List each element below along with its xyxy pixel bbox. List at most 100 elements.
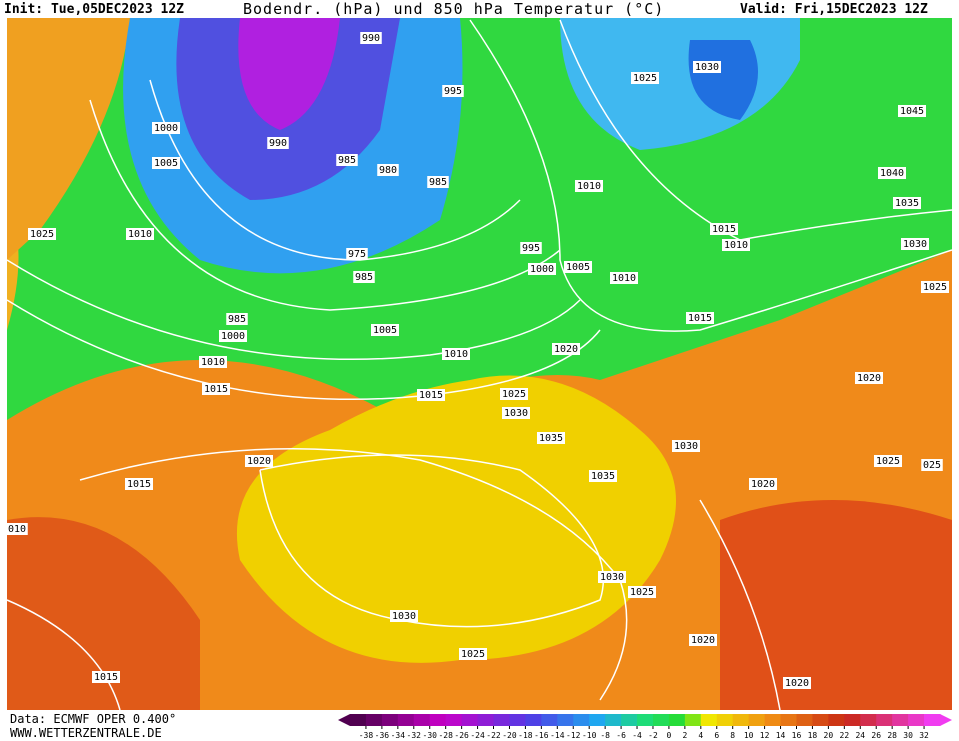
isobar-labels: 990 1000 1005 990 985 980 985 995 1025 1010 975 985… bbox=[7, 32, 949, 689]
data-source: Data: ECMWF OPER 0.400° bbox=[10, 712, 176, 726]
map: 990 1000 1005 990 985 980 985 995 1025 1010 975 985… bbox=[7, 18, 952, 710]
label-box bbox=[125, 478, 153, 490]
scale-swatch bbox=[557, 714, 574, 726]
scale-swatch bbox=[541, 714, 558, 726]
scale-swatch bbox=[732, 714, 750, 726]
map-title: Bodendr. (hPa) und 850 hPa Temperatur (°… bbox=[243, 0, 664, 18]
isobar-label: 985 bbox=[338, 155, 356, 166]
scale-swatch bbox=[445, 714, 463, 726]
isobar-label: 1030 bbox=[674, 441, 698, 452]
label-box bbox=[921, 281, 949, 293]
isobar-label: 025 bbox=[923, 460, 941, 471]
label-box bbox=[226, 313, 248, 325]
label-box bbox=[855, 372, 883, 384]
scale-swatch bbox=[668, 714, 686, 726]
isobar-label: 1040 bbox=[880, 168, 904, 179]
isobar-label: 1045 bbox=[900, 106, 924, 117]
isobar-label: 1020 bbox=[691, 635, 715, 646]
scale-tick-label: 22 bbox=[840, 731, 850, 740]
scale-swatch bbox=[605, 714, 622, 726]
scale-swatch bbox=[589, 714, 606, 726]
isobar-label: 1025 bbox=[30, 229, 54, 240]
scale-swatch bbox=[429, 714, 447, 726]
isobar-label: 1025 bbox=[630, 587, 654, 598]
label-box bbox=[520, 242, 542, 254]
label-box bbox=[346, 248, 368, 260]
scale-tick-label: -20 bbox=[502, 731, 517, 740]
scale-tick-label: -22 bbox=[486, 731, 501, 740]
isobar-label: 995 bbox=[522, 243, 540, 254]
scale-swatch bbox=[397, 714, 415, 726]
scale-swatch bbox=[796, 714, 813, 726]
label-box bbox=[537, 432, 565, 444]
scale-arrow-right bbox=[940, 714, 952, 726]
orange-west bbox=[7, 18, 130, 260]
label-box bbox=[631, 72, 659, 84]
isobar-label: 1010 bbox=[577, 181, 601, 192]
isobar-label: 990 bbox=[269, 138, 287, 149]
label-box bbox=[878, 167, 906, 179]
scale-tick-label: 14 bbox=[776, 731, 786, 740]
label-box bbox=[783, 677, 811, 689]
scale-swatch bbox=[461, 714, 479, 726]
scale-swatch bbox=[828, 714, 845, 726]
blue-east-core bbox=[688, 40, 758, 120]
isobar-label: 1010 bbox=[128, 229, 152, 240]
label-box bbox=[442, 85, 464, 97]
scale-tick-label: -10 bbox=[582, 731, 597, 740]
label-box bbox=[245, 455, 273, 467]
label-box bbox=[427, 176, 449, 188]
isobar-label: 1010 bbox=[201, 357, 225, 368]
scale-swatch bbox=[621, 714, 638, 726]
scale-tick-label: 30 bbox=[903, 731, 913, 740]
isobar-label: 1020 bbox=[857, 373, 881, 384]
scale-tick-label: -32 bbox=[407, 731, 422, 740]
scale-swatch bbox=[812, 714, 829, 726]
isobar-label: 1010 bbox=[724, 240, 748, 251]
scale-swatch bbox=[525, 714, 542, 726]
label-box bbox=[219, 330, 247, 342]
label-box bbox=[126, 228, 154, 240]
init-time: Init: Tue,05DEC2023 12Z bbox=[4, 2, 184, 17]
label-box bbox=[371, 324, 399, 336]
label-box bbox=[901, 238, 929, 250]
scale-tick-label: -18 bbox=[518, 731, 533, 740]
isobar-label: 1030 bbox=[504, 408, 528, 419]
label-box bbox=[722, 239, 750, 251]
label-box bbox=[92, 671, 120, 683]
isobar-label: 1025 bbox=[461, 649, 485, 660]
red-west bbox=[7, 517, 200, 710]
label-box bbox=[152, 122, 180, 134]
isobar-label: 1010 bbox=[612, 273, 636, 284]
scale-swatch bbox=[493, 714, 510, 726]
isobar-label: 010 bbox=[8, 524, 26, 535]
isobar-label: 985 bbox=[228, 314, 246, 325]
isobar-label: 1000 bbox=[154, 123, 178, 134]
isobar-label: 1020 bbox=[785, 678, 809, 689]
label-box bbox=[689, 634, 717, 646]
isobar-label: 995 bbox=[444, 86, 462, 97]
label-box bbox=[589, 470, 617, 482]
color-scale: -38 -36 -34 -32 -30 -28 -26 -24 -22 -20 -18 -16 -14-… bbox=[338, 714, 952, 740]
scale-tick-label: -24 bbox=[470, 731, 485, 740]
scale-tick-label: 32 bbox=[919, 731, 929, 740]
scale-tick-label: -2 bbox=[648, 731, 658, 740]
scale-swatch bbox=[413, 714, 431, 726]
scale-tick-label: 0 bbox=[667, 731, 672, 740]
isobar-label: 985 bbox=[429, 177, 447, 188]
scale-swatch bbox=[908, 714, 925, 726]
scale-tick-label: 6 bbox=[714, 731, 719, 740]
isobar-label: 1025 bbox=[633, 73, 657, 84]
isobar-label: 1000 bbox=[221, 331, 245, 342]
label-box bbox=[893, 197, 921, 209]
red-east bbox=[720, 500, 952, 710]
scale-tick-label: -36 bbox=[375, 731, 390, 740]
label-box bbox=[672, 440, 700, 452]
label-box bbox=[598, 571, 626, 583]
scale-tick-label: 12 bbox=[760, 731, 770, 740]
isobar-label: 1000 bbox=[530, 264, 554, 275]
label-box bbox=[528, 263, 556, 275]
label-box bbox=[564, 261, 592, 273]
scale-tick-label: 20 bbox=[824, 731, 834, 740]
scale-swatch bbox=[477, 714, 495, 726]
